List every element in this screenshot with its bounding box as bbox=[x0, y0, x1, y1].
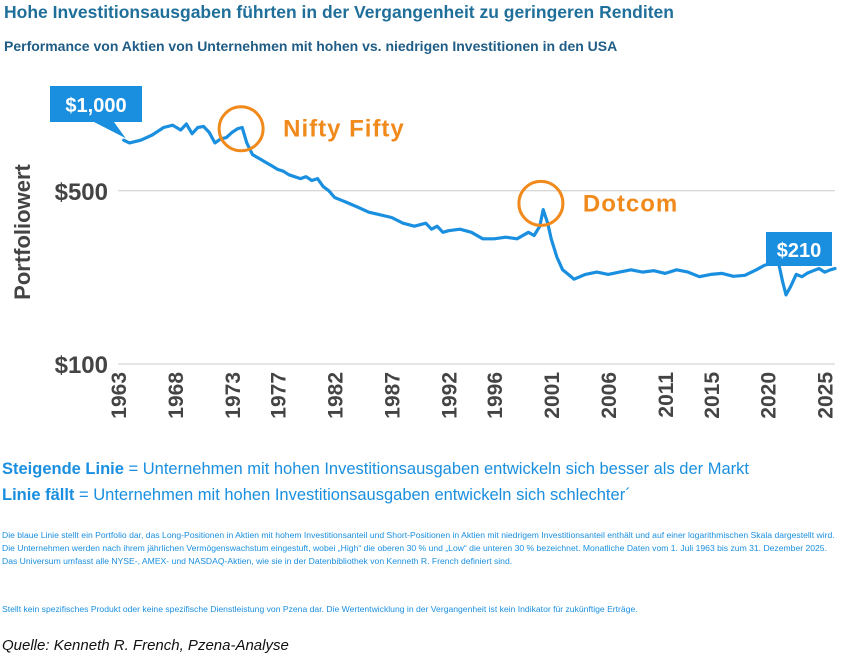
y-tick-label: $100 bbox=[55, 352, 108, 379]
x-tick-label: 2020 bbox=[758, 372, 781, 419]
line-chart: $100 $500 1963 1968 1973 1977 1982 1987 1992 199… bbox=[10, 86, 838, 419]
x-tick-label: 1987 bbox=[382, 372, 405, 419]
grid bbox=[118, 190, 835, 365]
legend-falling: Linie fällt = Unternehmen mit hohen Inve… bbox=[2, 486, 631, 505]
chart-title: Hohe Investitionsausgaben führten in der… bbox=[4, 2, 674, 22]
start-callout-box bbox=[50, 86, 142, 122]
x-tick-label: 2025 bbox=[815, 372, 838, 419]
x-tick-label: 2006 bbox=[598, 372, 621, 419]
x-axis-ticks: 1963 1968 1973 1977 1982 1987 1992 1996 2001 2006… bbox=[108, 372, 838, 419]
portfolio-line bbox=[122, 122, 837, 297]
highlight-circle bbox=[217, 105, 265, 153]
annotation-label: Nifty Fifty bbox=[283, 116, 405, 143]
x-tick-label: 1977 bbox=[268, 372, 291, 419]
annotation-label: Dotcom bbox=[583, 190, 678, 217]
start-value-label: $1,000 bbox=[65, 95, 126, 117]
x-tick-label: 1996 bbox=[484, 372, 507, 419]
end-callout-box bbox=[766, 232, 832, 266]
highlight-circle bbox=[517, 179, 565, 227]
y-axis-label: Portfoliowert bbox=[10, 163, 35, 299]
x-tick-label: 1992 bbox=[439, 372, 462, 419]
methodology-note: Die blaue Linie stellt ein Portfolio dar… bbox=[2, 530, 835, 566]
disclaimer-note: Stellt kein spezifisches Produkt oder ke… bbox=[2, 604, 638, 614]
x-tick-label: 1982 bbox=[325, 372, 348, 419]
legend-rising-text: = Unternehmen mit hohen Investitionsausg… bbox=[123, 460, 749, 478]
x-tick-label: 2011 bbox=[655, 372, 678, 418]
y-tick-label: $500 bbox=[55, 179, 108, 206]
start-callout-pointer bbox=[94, 122, 126, 139]
x-tick-label: 2001 bbox=[541, 372, 564, 419]
x-tick-label: 2015 bbox=[701, 372, 724, 419]
end-value-label: $210 bbox=[777, 240, 822, 262]
legend-rising: Steigende Linie = Unternehmen mit hohen … bbox=[2, 460, 749, 479]
x-tick-label: 1963 bbox=[108, 372, 131, 419]
y-axis-ticks: $100 $500 bbox=[55, 179, 108, 379]
x-tick-label: 1968 bbox=[165, 372, 188, 419]
source-line: Quelle: Kenneth R. French, Pzena-Analyse bbox=[2, 637, 289, 654]
legend-falling-key: Linie fällt bbox=[2, 486, 75, 504]
x-tick-label: 1973 bbox=[222, 372, 245, 419]
end-callout: $210 bbox=[766, 232, 832, 266]
chart-subtitle: Performance von Aktien von Unternehmen m… bbox=[4, 38, 618, 54]
start-callout: $1,000 bbox=[50, 86, 142, 139]
legend-falling-text: = Unternehmen mit hohen Investitionsausg… bbox=[74, 486, 631, 504]
legend-rising-key: Steigende Linie bbox=[2, 460, 124, 478]
annotations: Nifty Fifty Dotcom bbox=[217, 105, 678, 227]
